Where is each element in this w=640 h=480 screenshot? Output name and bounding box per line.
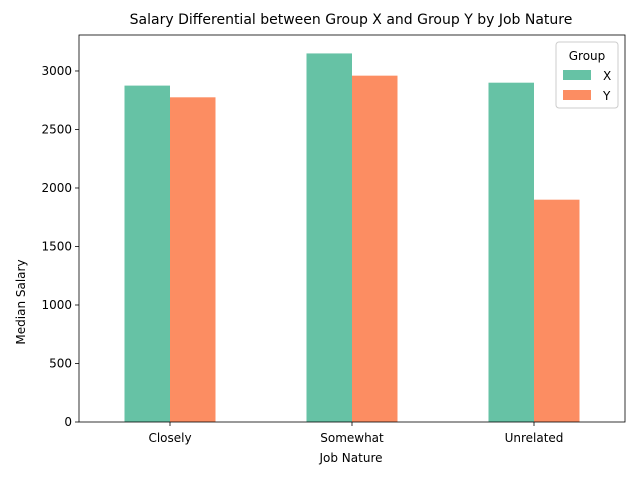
legend-label-Y: Y <box>602 89 611 103</box>
x-axis-label: Job Nature <box>318 451 382 465</box>
legend: Group XY <box>555 41 619 109</box>
y-tick-label: 500 <box>49 356 72 370</box>
legend-title: Group <box>569 49 606 63</box>
y-tick-label: 2500 <box>41 122 72 136</box>
plot-frame <box>78 34 626 423</box>
y-axis-label: Median Salary <box>14 259 28 344</box>
x-tick-label: Closely <box>148 431 191 445</box>
y-tick-label: 1000 <box>41 298 72 312</box>
y-tick-label: 0 <box>64 415 72 429</box>
legend-label-X: X <box>603 69 611 83</box>
bar-X-Unrelated <box>488 82 534 423</box>
y-tick-label: 1500 <box>41 239 72 253</box>
x-tick-label: Somewhat <box>320 431 384 445</box>
bar-X-Somewhat <box>306 53 352 423</box>
x-tick-label: Unrelated <box>505 431 564 445</box>
bar-X-Closely <box>124 85 170 423</box>
chart-title: Salary Differential between Group X and … <box>130 12 573 28</box>
y-tick-label: 3000 <box>41 64 72 78</box>
legend-swatch-Y <box>563 90 591 100</box>
plot-area: 0 500 1000 1500 2000 2500 3000 Closely Somewhat U… <box>41 53 580 445</box>
bar-Y-Closely <box>170 97 216 422</box>
bar-Y-Somewhat <box>352 75 398 423</box>
legend-swatch-X <box>563 70 591 80</box>
bar-Y-Unrelated <box>534 199 580 422</box>
y-tick-label: 2000 <box>41 181 72 195</box>
